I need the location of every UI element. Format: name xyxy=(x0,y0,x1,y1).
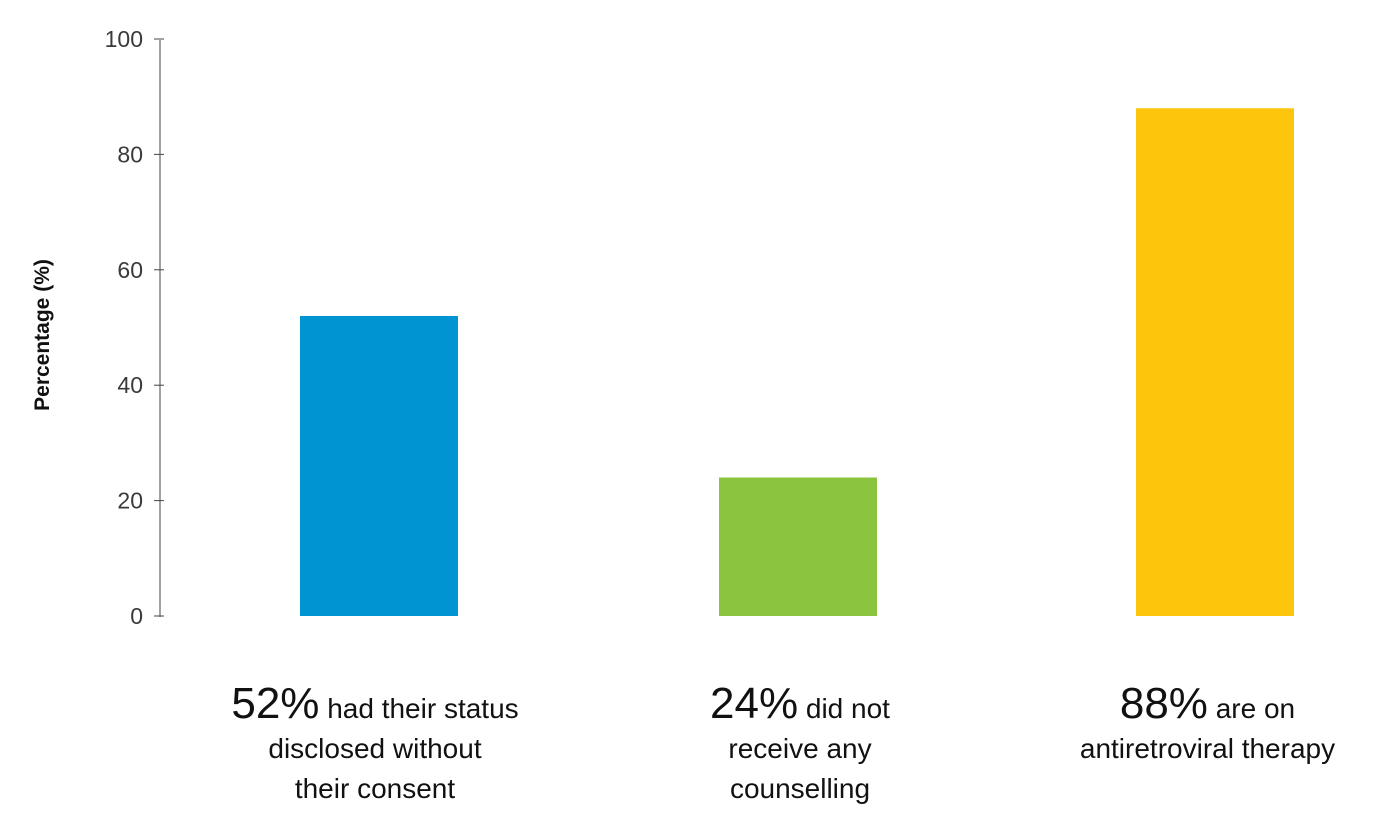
y-tick-label: 40 xyxy=(117,372,143,398)
y-axis-label: Percentage (%) xyxy=(31,259,54,411)
caption-1-percent: 52% xyxy=(231,679,320,728)
caption-3-percent: 88% xyxy=(1119,679,1208,728)
caption-3-line1: are on xyxy=(1215,693,1296,724)
bar-3 xyxy=(1136,108,1294,617)
bars xyxy=(300,108,1294,617)
caption-2-line1: did not xyxy=(805,693,890,724)
caption-1-line3: their consent xyxy=(294,773,456,804)
caption-2-line3: counselling xyxy=(729,773,871,804)
y-tick-label: 0 xyxy=(130,603,143,629)
caption-2: 24% did not receive any counselling xyxy=(630,682,970,809)
y-tick-label: 100 xyxy=(105,26,143,52)
bar-1 xyxy=(300,315,458,616)
caption-2-line2: receive any xyxy=(728,733,872,764)
y-ticks: 0 20 40 60 80 100 xyxy=(105,26,164,629)
caption-1-line1: had their status xyxy=(327,693,519,724)
bar-2 xyxy=(719,477,877,616)
caption-1: 52% had their status disclosed without t… xyxy=(175,682,575,809)
caption-3-line2: antiretroviral therapy xyxy=(1079,733,1336,764)
y-tick-label: 20 xyxy=(117,488,143,514)
y-tick-label: 80 xyxy=(117,141,143,167)
caption-2-percent: 24% xyxy=(710,679,799,728)
caption-3: 88% are on antiretroviral therapy xyxy=(1035,682,1380,769)
caption-1-line2: disclosed without xyxy=(268,733,482,764)
y-tick-label: 60 xyxy=(117,257,143,283)
